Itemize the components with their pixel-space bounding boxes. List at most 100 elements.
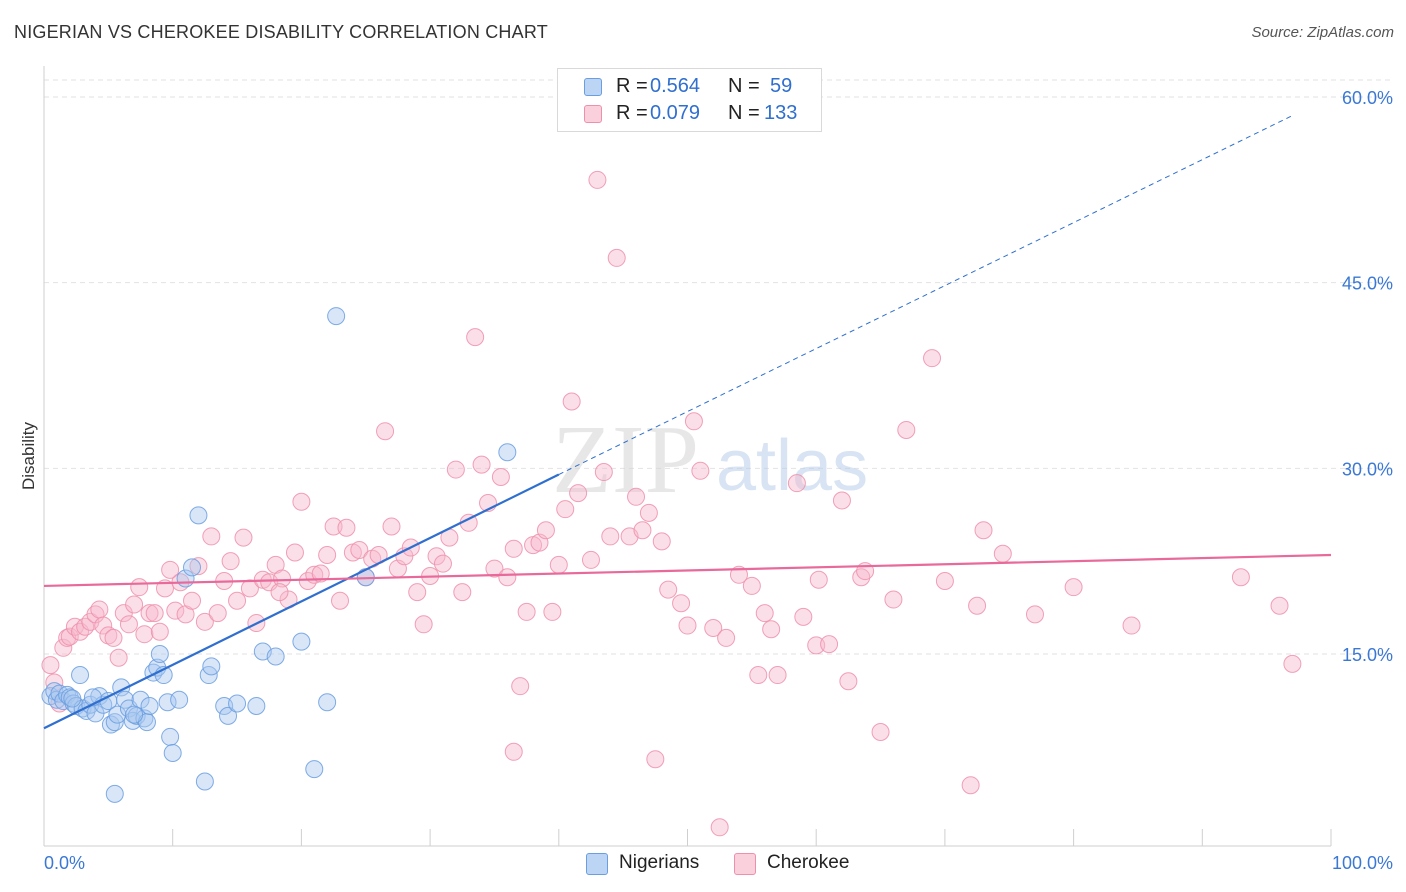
y-tick-label: 15.0% [1342,645,1393,665]
nigerian-point [327,307,346,326]
cherokee-point [446,460,465,479]
nigerian-point [116,690,135,709]
cherokee-point [588,170,607,189]
cherokee-trend-line [43,553,1332,588]
watermark-zip: ZIP [552,406,699,514]
cherokee-point [871,722,890,741]
nigerian-point [305,760,324,779]
cherokee-point [466,328,485,347]
cherokee-point [189,557,208,576]
nigerian-point [247,696,266,715]
nigerian-point [266,647,285,666]
nigerian-point [189,506,208,525]
cherokee-point [729,565,748,584]
cherokee-point [145,604,164,623]
r-value: 0.564 [650,75,701,97]
cherokee-point [993,544,1012,563]
cherokee-point [109,648,128,667]
cherokee-point [1270,596,1289,615]
cherokee-point [832,491,851,510]
cherokee-point [376,422,395,441]
r-label: R = [616,102,648,124]
cherokee-point [710,818,729,837]
cherokee-point [311,564,330,583]
nigerian-point [228,694,247,713]
cherokee-point [208,604,227,623]
nigerian-point [498,443,517,462]
cherokee-point [292,492,311,511]
cherokee-point [646,750,665,769]
cherokee-point [678,616,697,635]
cherokee-point [130,578,149,597]
cherokee-point [99,626,118,645]
cherokee-point [1025,605,1044,624]
cherokee-point [90,600,109,619]
cherokee-point [627,487,646,506]
cherokee-point [1064,578,1083,597]
nigerian-point [158,693,177,712]
cherokee-swatch [584,105,602,123]
cherokee-point [60,627,79,646]
cherokee-point [562,392,581,411]
x-tick-label: 100.0% [1332,853,1393,873]
cherokee-point [195,612,214,631]
y-tick-label: 45.0% [1342,274,1393,294]
n-label: N = [728,102,760,124]
n-value: 59 [770,75,793,97]
cherokee-point [166,601,185,620]
y-tick-label: 60.0% [1342,88,1393,108]
cherokee-point [820,635,839,654]
cherokee-point [135,625,154,644]
cherokee-point [659,580,678,599]
cherokee-point [652,532,671,551]
cherokee-point [968,596,987,615]
watermark: ZIP atlas [552,406,868,514]
r-value: 0.079 [650,102,701,124]
watermark-atlas: atlas [716,426,868,506]
nigerian-point [202,657,221,676]
cherokee-point [150,622,169,641]
x-tick-label: 0.0% [44,853,85,873]
nigerian-point [131,690,150,709]
cherokee-point [768,666,787,685]
trend-lines [43,115,1332,730]
cherokee-point [427,547,446,566]
nigerian-point [150,645,169,663]
cherokee-point [1122,616,1141,635]
nigerians-trend-line [43,473,560,730]
cherokee-point [961,776,980,795]
cherokee-point [318,545,337,564]
nigerian-point [105,784,124,803]
cherokee-point [485,559,504,578]
y-tick-label: 30.0% [1342,459,1393,479]
cherokee-point [234,528,253,547]
cherokee-point [974,521,993,540]
cherokee-point [125,595,144,614]
chart-title: NIGERIAN VS CHEROKEE DISABILITY CORRELAT… [14,22,548,42]
cherokee-point [140,604,159,623]
nigerian-point [183,558,202,577]
cherokee-point [285,543,304,562]
nigerian-point [105,713,124,732]
nigerian-point [219,706,238,725]
cherokee-point [183,591,202,610]
cherokee-point [94,616,113,635]
cherokee-point [684,412,703,431]
cherokee-point [228,591,247,610]
cherokee-point [704,619,723,638]
cherokee-point [717,628,736,647]
cherokee-point [504,742,523,761]
cherokee-point [794,607,813,626]
cherokee-point [408,583,427,602]
cherokee-point [270,583,289,602]
cherokee-point [639,503,658,522]
cherokee-point [536,521,555,540]
cherokee-point [76,617,95,636]
cherokee-point [331,591,350,610]
cherokee-point [672,594,691,613]
nigerian-point [318,693,337,712]
cherokee-point [382,517,401,536]
nigerian-point [140,696,159,715]
nigerian-point [195,772,214,791]
